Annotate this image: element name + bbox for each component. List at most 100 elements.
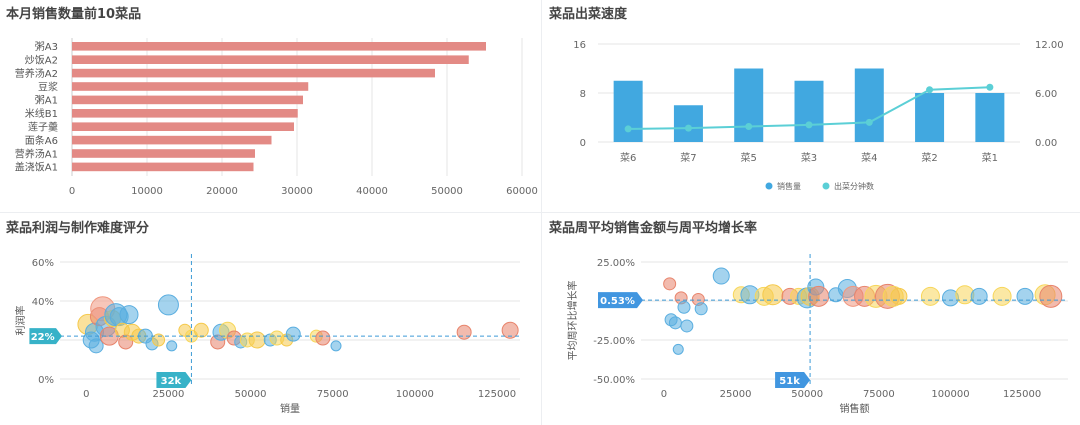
column-bar [854, 68, 884, 142]
y-category-label: 莲子羹 [28, 121, 58, 134]
y-tick-label: 40% [32, 297, 54, 308]
x-tick-label: 50000 [431, 186, 463, 197]
bubble [808, 285, 830, 307]
legend-label: 销售量 [777, 181, 801, 191]
bubble [970, 287, 988, 305]
y-tick-label: -50.00% [593, 375, 635, 386]
x-tick-label: 125000 [478, 389, 516, 400]
x-category-label: 菜7 [680, 152, 696, 164]
y-category-label: 粥A3 [35, 41, 58, 53]
y-category-label: 粥A1 [35, 95, 58, 107]
bubble [712, 267, 730, 285]
x-tick-label: 125000 [1003, 389, 1041, 400]
x-tick-label: 50000 [235, 389, 267, 400]
bar [72, 122, 294, 131]
bubble [285, 326, 301, 342]
bubble [501, 321, 519, 339]
chart-title: 菜品出菜速度 [549, 7, 628, 22]
y-reference-label: 0.53% [600, 296, 635, 307]
y-reference-tag [598, 292, 643, 309]
left-y-tick-label: 0 [580, 138, 586, 149]
x-tick-label: 60000 [506, 186, 538, 197]
profit-bubble-chart: 0%20%40%60%02500050000750001000001250002… [14, 254, 520, 415]
y-category-label: 炒饭A2 [25, 55, 58, 67]
bar [72, 82, 309, 91]
bubble [248, 331, 266, 349]
y-tick-label: 60% [32, 258, 54, 269]
bubble [1039, 284, 1063, 308]
panel-top-dishes: 本月销售数量前10菜品 0 10000 20000 30000 40000 50000 60… [0, 0, 540, 211]
legend-label: 出菜分钟数 [834, 181, 874, 191]
x-tick-label: 0 [661, 389, 667, 400]
serve-time-point [865, 118, 873, 126]
column-bar [734, 68, 764, 142]
x-tick-label: 30000 [281, 186, 313, 197]
chart-title: 菜品周平均销售金额与周平均增长率 [549, 221, 758, 236]
y-reference-label: 22% [31, 332, 55, 343]
bar [72, 42, 486, 51]
x-tick-label: 25000 [153, 389, 185, 400]
bubble [694, 302, 708, 316]
x-category-label: 菜5 [741, 152, 757, 164]
bubble [456, 324, 472, 340]
bar [72, 95, 303, 105]
bubble [680, 319, 694, 333]
x-category-label: 菜4 [861, 152, 877, 164]
x-tick-label: 25000 [720, 389, 752, 400]
y-category-label: 豆浆 [38, 80, 58, 93]
column-bar [673, 105, 703, 142]
serve-time-point [745, 122, 753, 130]
y-category-label: 米线B1 [25, 107, 58, 120]
x-category-label: 菜2 [921, 152, 937, 164]
bubble [762, 284, 784, 306]
y-category-label: 营养汤A1 [15, 147, 58, 160]
panel-weekly-sales-growth: 菜品周平均销售金额与周平均增长率 -50.00%-25.00%0.00%25.0… [543, 214, 1080, 425]
x-reference-label: 32k [161, 376, 182, 387]
bubble [119, 305, 139, 325]
bar [72, 135, 272, 145]
bubble [920, 286, 940, 306]
bubble [992, 286, 1012, 306]
bubble [672, 343, 684, 355]
right-y-tick-label: 0.00 [1035, 138, 1057, 149]
bubble [668, 316, 682, 330]
x-tick-label: 75000 [863, 389, 895, 400]
right-y-tick-label: 6.00 [1035, 89, 1057, 100]
x-category-label: 菜3 [801, 152, 817, 164]
weekly-growth-bubble-chart: -50.00%-25.00%0.00%25.00%025000500007500… [566, 254, 1068, 415]
serve-time-point [805, 121, 813, 129]
x-tick-label: 0 [83, 389, 89, 400]
bar [72, 109, 298, 118]
y-category-label: 盖浇饭A1 [15, 161, 58, 174]
y-tick-label: 0% [38, 375, 54, 386]
bubble [330, 340, 342, 352]
bubble [677, 300, 691, 314]
x-tick-label: 20000 [206, 186, 238, 197]
serve-time-point [926, 86, 934, 94]
chart-title: 本月销售数量前10菜品 [6, 7, 142, 22]
column-bar [613, 80, 643, 142]
bar [72, 162, 254, 172]
legend-marker [822, 182, 830, 190]
bubble [890, 287, 908, 305]
x-tick-label: 100000 [396, 389, 434, 400]
y-axis-label: 利润率 [14, 306, 27, 336]
bubble [152, 333, 166, 347]
panel-profit-difficulty: 菜品利润与制作难度评分 0%20%40%60%02500050000750001… [0, 214, 540, 425]
horizontal-divider [0, 212, 1080, 213]
bubble [315, 330, 331, 346]
column-bar [794, 80, 824, 142]
bubble [193, 322, 209, 338]
bubble [88, 338, 104, 354]
x-tick-label: 50000 [791, 389, 823, 400]
y-axis-label: 平均周环比增长率 [566, 281, 579, 361]
bar [72, 68, 435, 78]
serve-speed-combo-chart: 0 8 16 0.00 6.00 12.00 菜6 菜7 菜5 菜3 菜4 菜2 菜1 销售量 出菜分钟数 [573, 40, 1063, 191]
panel-serve-speed: 菜品出菜速度 0 8 16 0.00 6.00 12.00 菜6 菜7 菜5 菜3 菜4 菜2 菜1 销售… [543, 0, 1080, 211]
x-tick-label: 75000 [317, 389, 349, 400]
left-y-tick-label: 16 [573, 40, 586, 51]
chart-title: 菜品利润与制作难度评分 [6, 221, 150, 236]
bar [72, 55, 469, 64]
bubble [1016, 287, 1034, 305]
